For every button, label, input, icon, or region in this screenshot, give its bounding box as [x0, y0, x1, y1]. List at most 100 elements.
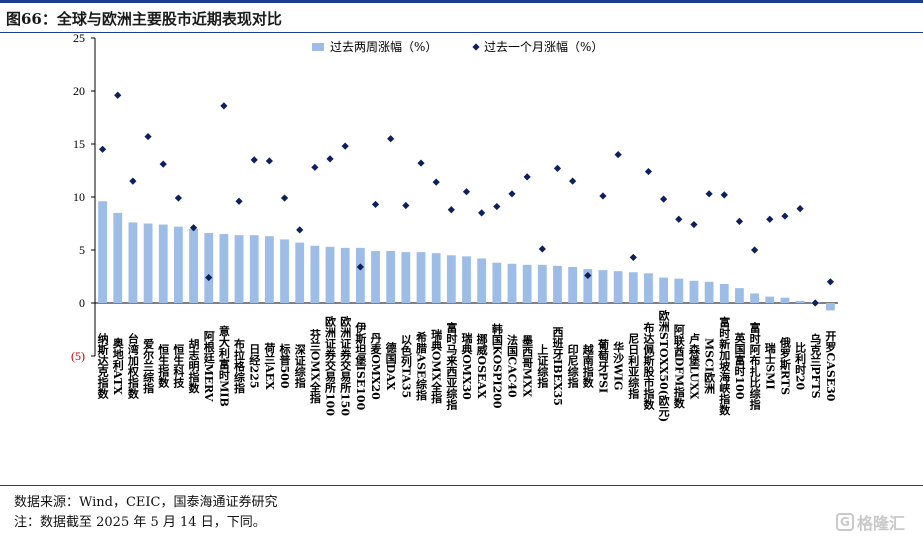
bar [98, 201, 107, 303]
category-label: 越南指数 [581, 343, 595, 389]
bar [325, 246, 335, 303]
category-label: 爱尔兰综指 [142, 338, 156, 394]
category-label: 华沙WIG [612, 340, 625, 390]
bar [128, 222, 138, 303]
legend-bar-swatch [312, 43, 324, 51]
point-marker [159, 160, 167, 168]
category-label: 西班牙IBEX35 [551, 326, 564, 406]
legend-label: 过去一个月涨幅（%） [484, 39, 603, 54]
bar [795, 300, 805, 303]
point-marker [660, 195, 668, 203]
y-tick-label: 5 [79, 243, 85, 257]
point-marker [326, 155, 334, 163]
point-marker [538, 245, 546, 253]
category-label: 意大利富时MIB [217, 324, 230, 407]
bar [219, 234, 229, 303]
point-marker [478, 209, 486, 217]
point-marker [114, 91, 122, 99]
category-label: 欧洲证券交易所100 [324, 315, 338, 417]
point-marker [523, 173, 531, 181]
category-label: 以色列TA35 [399, 333, 412, 398]
category-label: 伊斯坦堡ISE100 [354, 320, 368, 410]
chart-area: (5) 0 5 10 15 20 25 纳斯达克指数 奥地利ATX 台湾加权指数 爱尔兰综指 恒生指数… [71, 34, 838, 423]
category-label: 韩国KOSPI200 [490, 322, 503, 409]
point-marker [417, 159, 425, 167]
bar [735, 288, 744, 303]
legend-point-swatch [472, 43, 480, 51]
point-marker [250, 156, 258, 164]
point-marker [614, 151, 622, 159]
category-label: 台湾加权指数 [126, 332, 140, 400]
bar [719, 283, 729, 303]
bar [537, 264, 547, 303]
category-label: 恒生指数 [157, 343, 170, 389]
bar [143, 223, 153, 303]
point-marker [599, 192, 607, 200]
bar [158, 224, 168, 303]
point-marker [690, 220, 698, 229]
point-marker [341, 142, 349, 150]
bar [568, 266, 578, 303]
category-label: 荷兰AEX [263, 341, 277, 390]
category-label: 深证综指 [293, 343, 306, 389]
point-marker [569, 177, 577, 185]
category-label: 希腊ASE综指 [415, 330, 429, 401]
point-marker [553, 164, 562, 172]
point-marker [265, 157, 273, 165]
title-divider [0, 32, 923, 33]
bar [613, 271, 623, 303]
point-marker [462, 188, 471, 196]
point-marker [189, 224, 198, 232]
watermark-logo-icon: G [835, 513, 854, 531]
bar [644, 273, 653, 303]
point-marker [811, 299, 819, 307]
y-tick-label: (5) [71, 349, 85, 363]
bar [174, 226, 183, 303]
category-label: 印尼综指 [566, 344, 579, 389]
bar [750, 293, 759, 303]
y-tick-label: 0 [79, 296, 85, 310]
point-marker [584, 271, 592, 280]
bar [583, 269, 593, 303]
point-marker [766, 215, 774, 223]
bar [204, 233, 214, 303]
point-marker [402, 201, 410, 210]
y-tick-label: 10 [73, 190, 85, 204]
category-label: 葡萄牙PSI [596, 337, 610, 393]
bar [659, 277, 669, 303]
bar [765, 296, 775, 303]
category-label: 阿根廷MERV [202, 329, 216, 402]
category-label: 富时阿布扎比综指 [748, 321, 761, 411]
bar [689, 280, 699, 303]
point-marker [508, 190, 516, 198]
bar [598, 270, 608, 303]
point-marker [629, 253, 637, 262]
figure-title: 图66：全球与欧洲主要股市近期表现对比 [6, 10, 282, 28]
bar [522, 264, 532, 303]
point-marker [432, 178, 440, 186]
bar [355, 247, 365, 303]
category-label: 欧洲STOXX50(欧元) [657, 309, 670, 423]
category-label: 欧洲证券交易所150 [339, 315, 353, 417]
category-label: 布拉格综指 [233, 337, 246, 394]
category-label: 富时马来西亚综指 [445, 321, 459, 411]
point-marker [356, 263, 364, 271]
category-label: 阿联酋DFM指数 [672, 322, 685, 409]
bar [446, 255, 456, 303]
bar [340, 247, 350, 303]
top-border [0, 0, 923, 3]
bar [280, 239, 289, 303]
category-label: 标普500 [278, 342, 292, 389]
bar [264, 236, 274, 303]
point-marker [296, 226, 304, 234]
bar [507, 263, 517, 303]
bar [628, 272, 638, 303]
point-marker [447, 206, 455, 214]
point-marker [675, 215, 683, 223]
bar [431, 253, 441, 303]
category-label: 瑞典OMX全指 [430, 328, 444, 404]
watermark: G 格隆汇 [835, 510, 905, 534]
point-marker [144, 132, 152, 141]
point-marker [174, 194, 182, 202]
point-marker [387, 135, 395, 143]
